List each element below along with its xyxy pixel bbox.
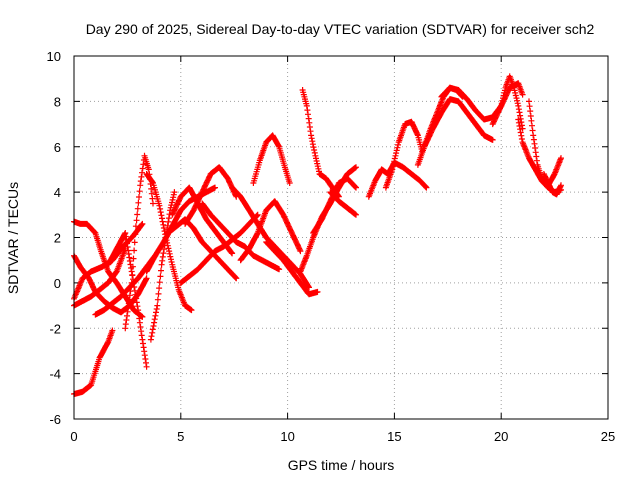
x-tick-label: 5 bbox=[177, 429, 184, 444]
y-tick-label: -4 bbox=[49, 367, 61, 382]
series-track-01 bbox=[71, 327, 116, 397]
grid bbox=[74, 56, 608, 419]
y-tick-label: 4 bbox=[54, 185, 61, 200]
x-tick-label: 15 bbox=[387, 429, 401, 444]
y-tick-label: -6 bbox=[49, 412, 61, 427]
chart-title: Day 290 of 2025, Sidereal Day-to-day VTE… bbox=[86, 21, 595, 37]
y-tick-label: 0 bbox=[54, 276, 61, 291]
series-track-25 bbox=[365, 159, 430, 200]
data-points bbox=[71, 73, 564, 397]
series-track-21 bbox=[299, 87, 342, 200]
series-track-16 bbox=[199, 200, 283, 273]
x-tick-label: 25 bbox=[601, 429, 615, 444]
series-track-20 bbox=[263, 239, 321, 298]
y-tick-label: -2 bbox=[49, 321, 61, 336]
plot-frame bbox=[73, 55, 609, 420]
x-axis-label: GPS time / hours bbox=[288, 457, 395, 473]
x-tick-label: 20 bbox=[494, 429, 508, 444]
series-track-24 bbox=[327, 189, 359, 218]
series-track-19 bbox=[250, 132, 293, 186]
x-tick-label: 0 bbox=[70, 429, 77, 444]
series-track-15 bbox=[182, 164, 240, 227]
x-tick-labels: 0 5 10 15 20 25 bbox=[70, 429, 615, 444]
series-track-26 bbox=[382, 118, 426, 191]
y-tick-labels: -6 -4 -2 0 2 4 6 8 10 bbox=[47, 49, 61, 427]
series-track-33 bbox=[540, 171, 564, 198]
y-tick-label: 8 bbox=[54, 94, 61, 109]
series-track-28 bbox=[421, 96, 496, 150]
y-axis-label: SDTVAR / TECUs bbox=[5, 182, 21, 294]
series-track-18 bbox=[237, 198, 304, 264]
y-tick-label: 6 bbox=[54, 140, 61, 155]
y-tick-label: 2 bbox=[54, 231, 61, 246]
series-track-23 bbox=[310, 175, 359, 236]
x-tick-label: 10 bbox=[280, 429, 294, 444]
y-tick-label: 10 bbox=[47, 49, 61, 64]
series-track-30 bbox=[489, 73, 526, 132]
